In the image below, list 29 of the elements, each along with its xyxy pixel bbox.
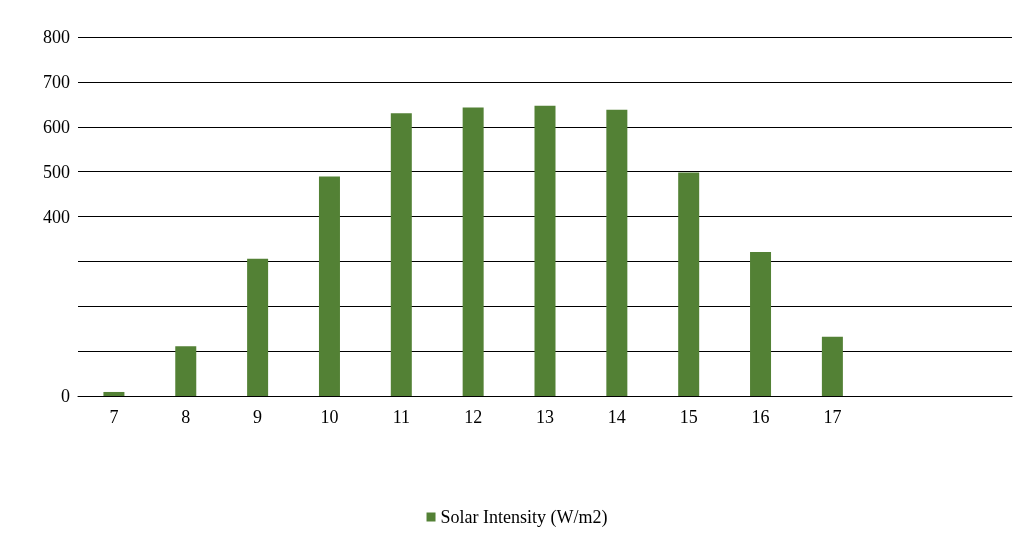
- x-tick-label: 8: [181, 407, 191, 427]
- x-tick-label: 7: [109, 407, 119, 427]
- bar: [750, 251, 772, 396]
- x-tick-label: 15: [679, 407, 698, 427]
- bar: [606, 109, 628, 396]
- legend-label: Solar Intensity (W/m2): [440, 507, 608, 528]
- bar: [175, 346, 197, 396]
- x-tick-label: 16: [751, 407, 770, 427]
- bar: [462, 107, 484, 396]
- y-tick-label: 600: [43, 116, 70, 137]
- bar: [390, 113, 412, 396]
- bar: [678, 172, 700, 396]
- y-tick-label: 500: [43, 161, 70, 182]
- bar: [103, 391, 125, 396]
- x-tick-label: 9: [253, 407, 263, 427]
- y-tick-label: 700: [43, 71, 70, 92]
- x-tick-label: 10: [320, 407, 339, 427]
- x-tick-label: 12: [464, 407, 483, 427]
- x-tick-label: 14: [607, 407, 626, 427]
- x-tick-label: 17: [823, 407, 842, 427]
- bar: [534, 105, 556, 396]
- y-tick-label: 800: [43, 27, 70, 47]
- bar: [821, 336, 843, 396]
- y-tick-label: 400: [43, 206, 70, 227]
- y-tick-label: 0: [61, 386, 70, 406]
- x-tick-label: 11: [392, 407, 410, 427]
- bar: [318, 176, 340, 396]
- bar: [247, 258, 269, 396]
- x-tick-label: 13: [536, 407, 554, 427]
